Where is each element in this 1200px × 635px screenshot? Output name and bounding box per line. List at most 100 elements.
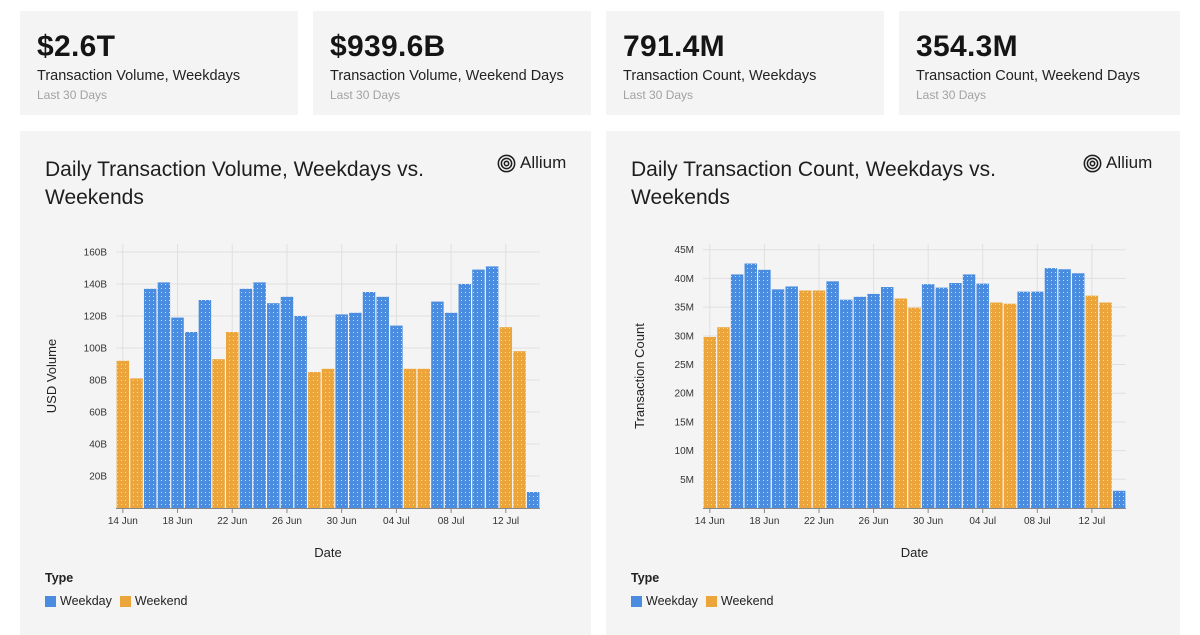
bar-09-jul[interactable] — [1044, 268, 1058, 508]
bar-11-jul[interactable] — [1072, 273, 1085, 508]
x-tick-label: 30 Jun — [327, 516, 357, 527]
x-tick-label: 18 Jun — [749, 516, 779, 527]
bar-30-jun[interactable] — [335, 314, 348, 508]
bar-24-jun[interactable] — [840, 299, 853, 508]
x-axis-title: Date — [901, 545, 928, 560]
y-tick-label: 15M — [675, 417, 694, 428]
y-tick-label: 20B — [89, 472, 107, 483]
logo-text: Allium — [1106, 153, 1153, 172]
bar-14-jul[interactable] — [526, 492, 540, 508]
bar-17-jun[interactable] — [744, 263, 757, 508]
bar-01-jul[interactable] — [349, 312, 362, 508]
bar-23-jun[interactable] — [826, 281, 839, 508]
bar-05-jul[interactable] — [403, 368, 417, 508]
bar-27-jun[interactable] — [880, 287, 894, 508]
bar-17-jun[interactable] — [157, 282, 171, 508]
bar-13-jul[interactable] — [513, 351, 526, 508]
bar-19-jun[interactable] — [184, 332, 198, 508]
legend: Weekday Weekend — [631, 594, 773, 608]
y-tick-label: 25M — [675, 360, 694, 371]
bar-03-jul[interactable] — [376, 296, 389, 508]
x-tick-label: 08 Jul — [1024, 516, 1051, 527]
bar-14-jun[interactable] — [116, 360, 130, 508]
bar-04-jul[interactable] — [390, 325, 403, 508]
bar-28-jun[interactable] — [894, 298, 908, 508]
bar-18-jun[interactable] — [758, 269, 771, 508]
y-tick-label: 30M — [675, 331, 694, 342]
y-tick-label: 120B — [84, 312, 108, 323]
kpi-label: Transaction Count, Weekdays — [623, 68, 817, 84]
bar-02-jul[interactable] — [949, 283, 962, 508]
bar-14-jul[interactable] — [1112, 490, 1126, 508]
bar-11-jul[interactable] — [485, 266, 499, 508]
bar-13-jul[interactable] — [1099, 302, 1112, 508]
bar-02-jul[interactable] — [362, 292, 376, 508]
bar-05-jul[interactable] — [990, 302, 1003, 508]
bar-24-jun[interactable] — [253, 282, 266, 508]
bar-03-jul[interactable] — [962, 274, 976, 508]
bar-21-jun[interactable] — [212, 359, 225, 508]
bar-10-jul[interactable] — [1058, 269, 1071, 508]
chart-title: Daily Transaction Volume, Weekdays vs. W… — [45, 158, 424, 209]
kpi-subtitle: Last 30 Days — [330, 88, 401, 102]
y-tick-label: 40B — [89, 440, 107, 451]
kpi-value: $939.6B — [330, 30, 446, 63]
y-tick-label: 80B — [89, 376, 107, 387]
legend-item-weekday[interactable]: Weekday — [45, 594, 112, 608]
kpi-card-volume-weekends: $939.6B Transaction Volume, Weekend Days… — [313, 11, 591, 115]
bar-22-jun[interactable] — [812, 290, 826, 508]
bar-07-jul[interactable] — [1017, 291, 1030, 508]
bar-18-jun[interactable] — [171, 317, 184, 508]
x-tick-label: 04 Jul — [969, 516, 996, 527]
bar-25-jun[interactable] — [853, 296, 867, 508]
legend-item-weekend[interactable]: Weekend — [705, 594, 774, 608]
count-chart: 5M 10M 15M 20M 25M 30M 35M 40M 45M 14 Jun 18 Jun 22… — [632, 244, 1126, 560]
bar-04-jul[interactable] — [976, 283, 989, 508]
bar-30-jun[interactable] — [921, 284, 935, 508]
bar-01-jul[interactable] — [935, 287, 949, 508]
legend-item-weekend[interactable]: Weekend — [119, 594, 187, 608]
legend-label-weekend: Weekend — [720, 594, 774, 608]
bar-28-jun[interactable] — [308, 372, 321, 508]
bar-27-jun[interactable] — [294, 316, 307, 508]
bar-12-jul[interactable] — [1085, 295, 1099, 508]
x-tick-label: 12 Jul — [1079, 516, 1106, 527]
y-tick-label: 20M — [675, 389, 694, 400]
bar-26-jun[interactable] — [280, 296, 294, 508]
x-tick-label: 14 Jun — [108, 516, 138, 527]
bar-12-jul[interactable] — [499, 327, 513, 508]
bar-26-jun[interactable] — [867, 293, 880, 508]
bar-29-jun[interactable] — [908, 307, 921, 508]
bar-22-jun[interactable] — [226, 332, 239, 508]
chart-panel-count: 5M 10M 15M 20M 25M 30M 35M 40M 45M 14 Jun 18 Jun 22… — [606, 131, 1180, 635]
kpi-label: Transaction Count, Weekend Days — [916, 68, 1141, 84]
bar-19-jun[interactable] — [771, 289, 785, 508]
bar-29-jun[interactable] — [321, 368, 335, 508]
bar-20-jun[interactable] — [198, 300, 212, 508]
bar-08-jul[interactable] — [444, 312, 458, 508]
bar-08-jul[interactable] — [1031, 291, 1044, 508]
bar-16-jun[interactable] — [730, 274, 744, 508]
x-tick-label: 22 Jun — [804, 516, 834, 527]
bar-06-jul[interactable] — [1003, 303, 1017, 508]
bar-07-jul[interactable] — [431, 301, 444, 508]
kpi-subtitle: Last 30 Days — [623, 88, 694, 102]
bar-10-jul[interactable] — [472, 269, 485, 508]
legend-label-weekday: Weekday — [646, 594, 698, 608]
legend-label-weekday: Weekday — [60, 594, 112, 608]
bar-15-jun[interactable] — [717, 327, 730, 508]
bar-16-jun[interactable] — [143, 288, 157, 508]
bar-15-jun[interactable] — [130, 378, 143, 508]
logo-text: Allium — [520, 153, 567, 172]
x-tick-label: 08 Jul — [438, 516, 465, 527]
bar-21-jun[interactable] — [799, 290, 812, 508]
bar-14-jun[interactable] — [703, 336, 717, 508]
bar-06-jul[interactable] — [417, 368, 430, 508]
y-axis-title: Transaction Count — [632, 323, 647, 429]
bar-09-jul[interactable] — [458, 284, 472, 508]
bar-23-jun[interactable] — [239, 288, 253, 508]
bar-25-jun[interactable] — [267, 303, 280, 508]
x-tick-label: 14 Jun — [695, 516, 725, 527]
bar-20-jun[interactable] — [785, 286, 798, 508]
legend-item-weekday[interactable]: Weekday — [631, 594, 698, 608]
